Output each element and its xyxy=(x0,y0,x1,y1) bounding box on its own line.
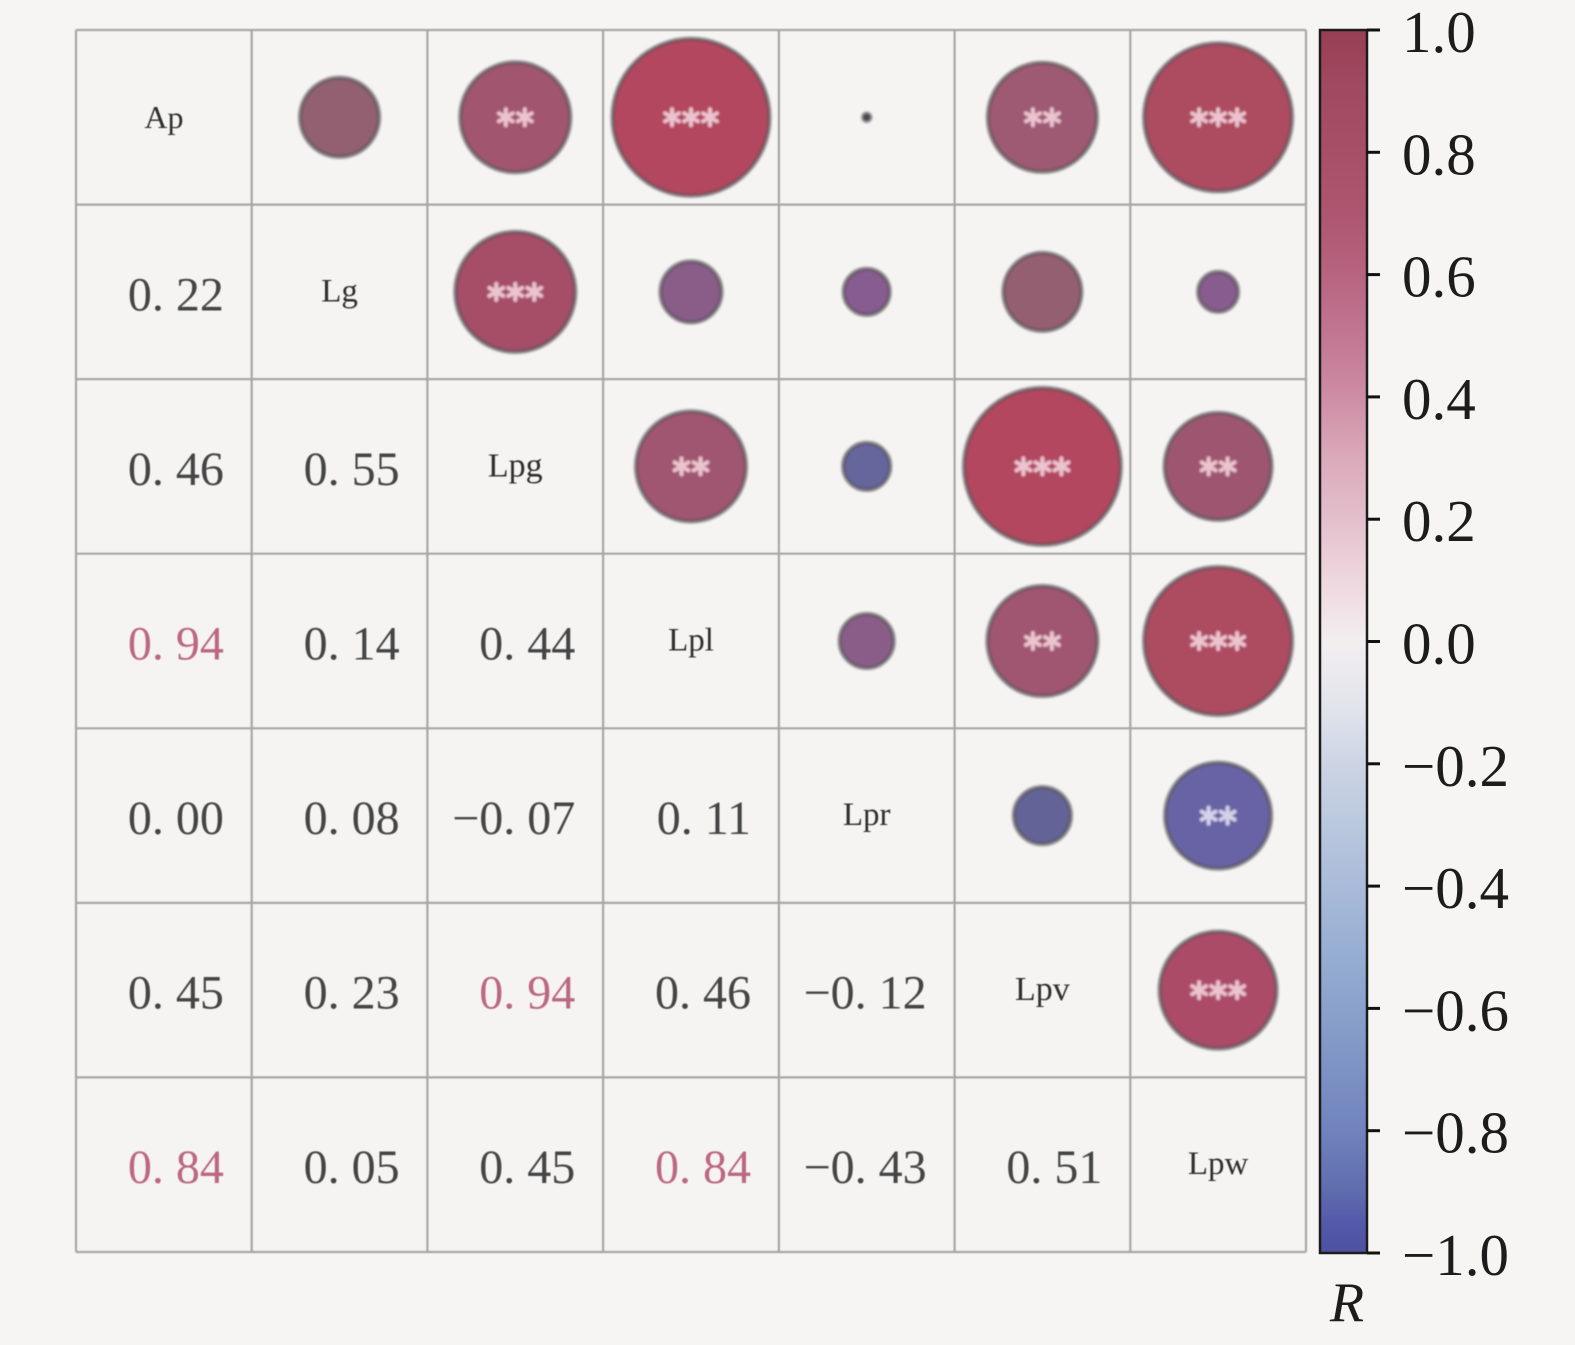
svg-text:0. 45: 0. 45 xyxy=(479,1141,575,1194)
svg-text:0. 08: 0. 08 xyxy=(304,792,400,845)
svg-text:0. 51: 0. 51 xyxy=(1006,1141,1102,1194)
svg-text:Lpw: Lpw xyxy=(1188,1146,1249,1182)
svg-text:0. 46: 0. 46 xyxy=(655,967,751,1020)
svg-text:−0. 43: −0. 43 xyxy=(804,1141,927,1194)
svg-text:Ap: Ap xyxy=(144,99,183,135)
svg-text:0. 11: 0. 11 xyxy=(657,792,751,845)
svg-text:R: R xyxy=(1329,1272,1364,1334)
svg-text:0.8: 0.8 xyxy=(1402,121,1476,187)
svg-text:Lg: Lg xyxy=(321,273,358,309)
svg-text:0.0: 0.0 xyxy=(1402,611,1476,677)
svg-text:0. 45: 0. 45 xyxy=(128,967,224,1020)
svg-text:0. 00: 0. 00 xyxy=(128,792,224,845)
svg-text:0. 46: 0. 46 xyxy=(128,443,224,496)
svg-text:0. 05: 0. 05 xyxy=(304,1141,400,1194)
svg-text:−0. 12: −0. 12 xyxy=(804,967,927,1020)
svg-text:−0.6: −0.6 xyxy=(1402,977,1509,1043)
svg-text:−0.4: −0.4 xyxy=(1402,855,1509,921)
svg-text:Lpl: Lpl xyxy=(668,623,714,659)
svg-text:−0. 07: −0. 07 xyxy=(452,792,575,845)
svg-text:−0.2: −0.2 xyxy=(1402,733,1509,799)
svg-text:0.2: 0.2 xyxy=(1402,488,1476,554)
svg-text:0. 22: 0. 22 xyxy=(128,268,224,321)
svg-text:1.0: 1.0 xyxy=(1402,0,1476,65)
svg-text:0. 23: 0. 23 xyxy=(304,967,400,1020)
svg-text:0. 84: 0. 84 xyxy=(128,1141,224,1194)
svg-text:Lpv: Lpv xyxy=(1015,971,1070,1008)
svg-text:Lpr: Lpr xyxy=(843,797,891,833)
svg-text:0. 94: 0. 94 xyxy=(128,618,224,671)
svg-text:0.6: 0.6 xyxy=(1402,244,1476,310)
svg-text:0. 55: 0. 55 xyxy=(304,443,400,496)
svg-text:0. 14: 0. 14 xyxy=(304,618,400,671)
svg-text:Lpg: Lpg xyxy=(488,447,543,484)
svg-text:0. 94: 0. 94 xyxy=(479,967,575,1020)
svg-text:−0.8: −0.8 xyxy=(1402,1100,1509,1166)
svg-text:0.4: 0.4 xyxy=(1402,366,1476,432)
svg-text:0. 84: 0. 84 xyxy=(655,1141,751,1194)
svg-text:−1.0: −1.0 xyxy=(1402,1222,1509,1288)
svg-text:0. 44: 0. 44 xyxy=(479,618,575,671)
